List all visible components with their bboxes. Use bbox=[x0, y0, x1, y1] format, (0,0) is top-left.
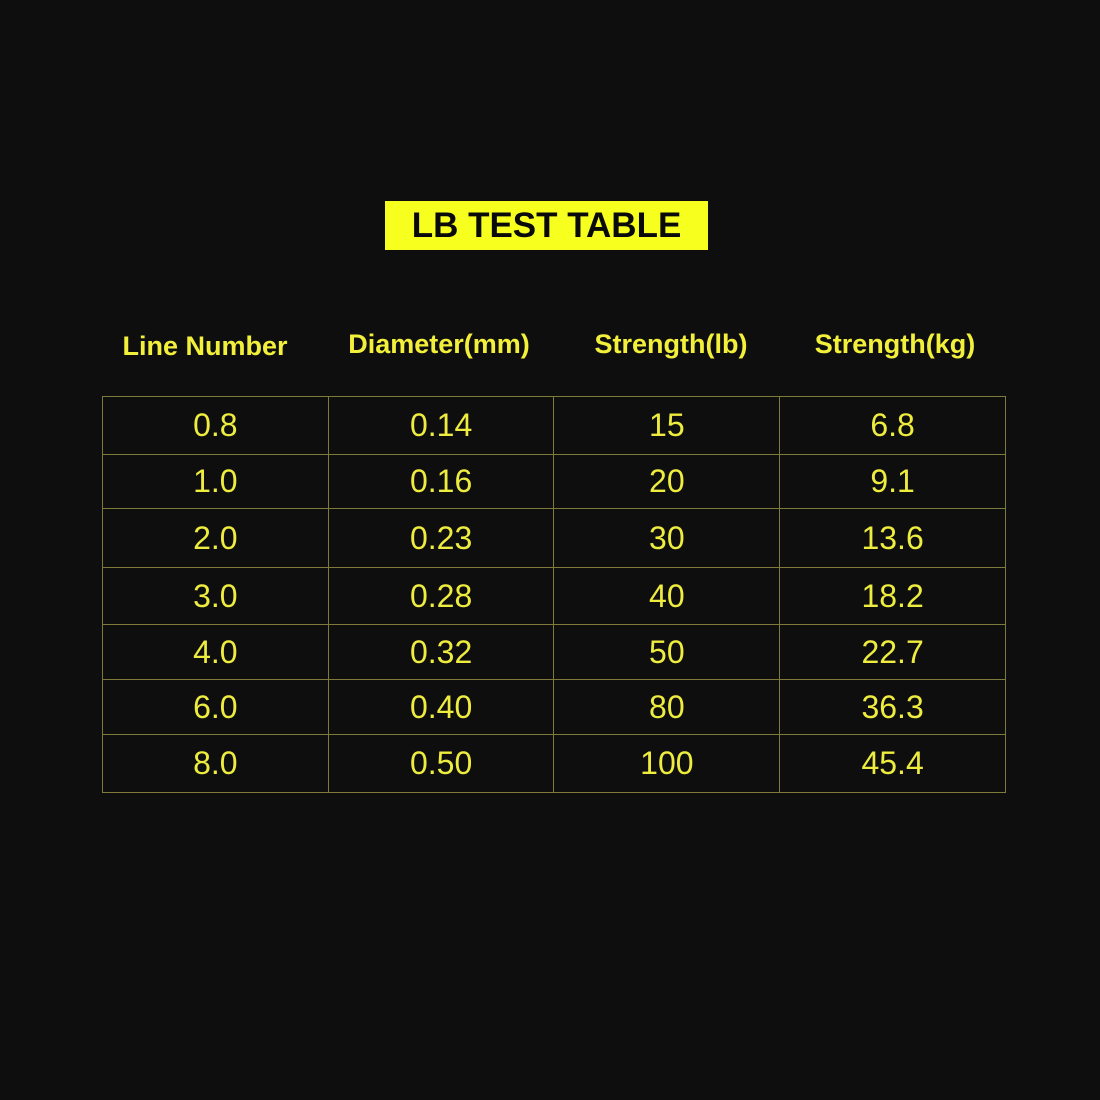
cell-line-number: 0.8 bbox=[102, 396, 329, 455]
cell-line-number: 2.0 bbox=[102, 508, 329, 568]
table-row: 2.0 0.23 30 13.6 bbox=[102, 508, 1006, 568]
cell-strength-kg: 45.4 bbox=[779, 734, 1006, 793]
cell-diameter: 0.32 bbox=[327, 624, 555, 680]
cell-strength-lb: 30 bbox=[553, 508, 781, 568]
cell-diameter: 0.28 bbox=[327, 567, 555, 625]
cell-strength-kg: 9.1 bbox=[779, 454, 1006, 509]
cell-strength-lb: 20 bbox=[553, 454, 781, 509]
header-strength-lb: Strength(lb) bbox=[594, 329, 748, 359]
lb-test-table: 0.8 0.14 15 6.8 1.0 0.16 20 9.1 2.0 0.23 30 13.6 3.0… bbox=[102, 396, 1006, 793]
cell-strength-lb: 100 bbox=[553, 734, 781, 793]
cell-line-number: 4.0 bbox=[102, 624, 329, 680]
table-row: 8.0 0.50 100 45.4 bbox=[102, 734, 1006, 793]
cell-diameter: 0.23 bbox=[327, 508, 555, 568]
cell-strength-kg: 36.3 bbox=[779, 679, 1006, 735]
table-title: LB TEST TABLE bbox=[385, 201, 708, 250]
table-row: 3.0 0.28 40 18.2 bbox=[102, 567, 1006, 625]
cell-strength-kg: 13.6 bbox=[779, 508, 1006, 568]
cell-line-number: 8.0 bbox=[102, 734, 329, 793]
header-line-number: Line Number bbox=[122, 331, 288, 361]
cell-line-number: 3.0 bbox=[102, 567, 329, 625]
header-diameter: Diameter(mm) bbox=[348, 329, 530, 359]
cell-strength-lb: 15 bbox=[553, 396, 781, 455]
cell-strength-kg: 6.8 bbox=[779, 396, 1006, 455]
cell-strength-lb: 40 bbox=[553, 567, 781, 625]
cell-diameter: 0.14 bbox=[327, 396, 555, 455]
header-strength-kg: Strength(kg) bbox=[814, 329, 976, 359]
cell-diameter: 0.50 bbox=[327, 734, 555, 793]
cell-diameter: 0.40 bbox=[327, 679, 555, 735]
table-row: 1.0 0.16 20 9.1 bbox=[102, 454, 1006, 509]
cell-diameter: 0.16 bbox=[327, 454, 555, 509]
table-row: 0.8 0.14 15 6.8 bbox=[102, 396, 1006, 455]
cell-strength-kg: 22.7 bbox=[779, 624, 1006, 680]
table-row: 6.0 0.40 80 36.3 bbox=[102, 679, 1006, 735]
cell-strength-lb: 50 bbox=[553, 624, 781, 680]
cell-strength-lb: 80 bbox=[553, 679, 781, 735]
cell-strength-kg: 18.2 bbox=[779, 567, 1006, 625]
table-row: 4.0 0.32 50 22.7 bbox=[102, 624, 1006, 680]
cell-line-number: 6.0 bbox=[102, 679, 329, 735]
cell-line-number: 1.0 bbox=[102, 454, 329, 509]
